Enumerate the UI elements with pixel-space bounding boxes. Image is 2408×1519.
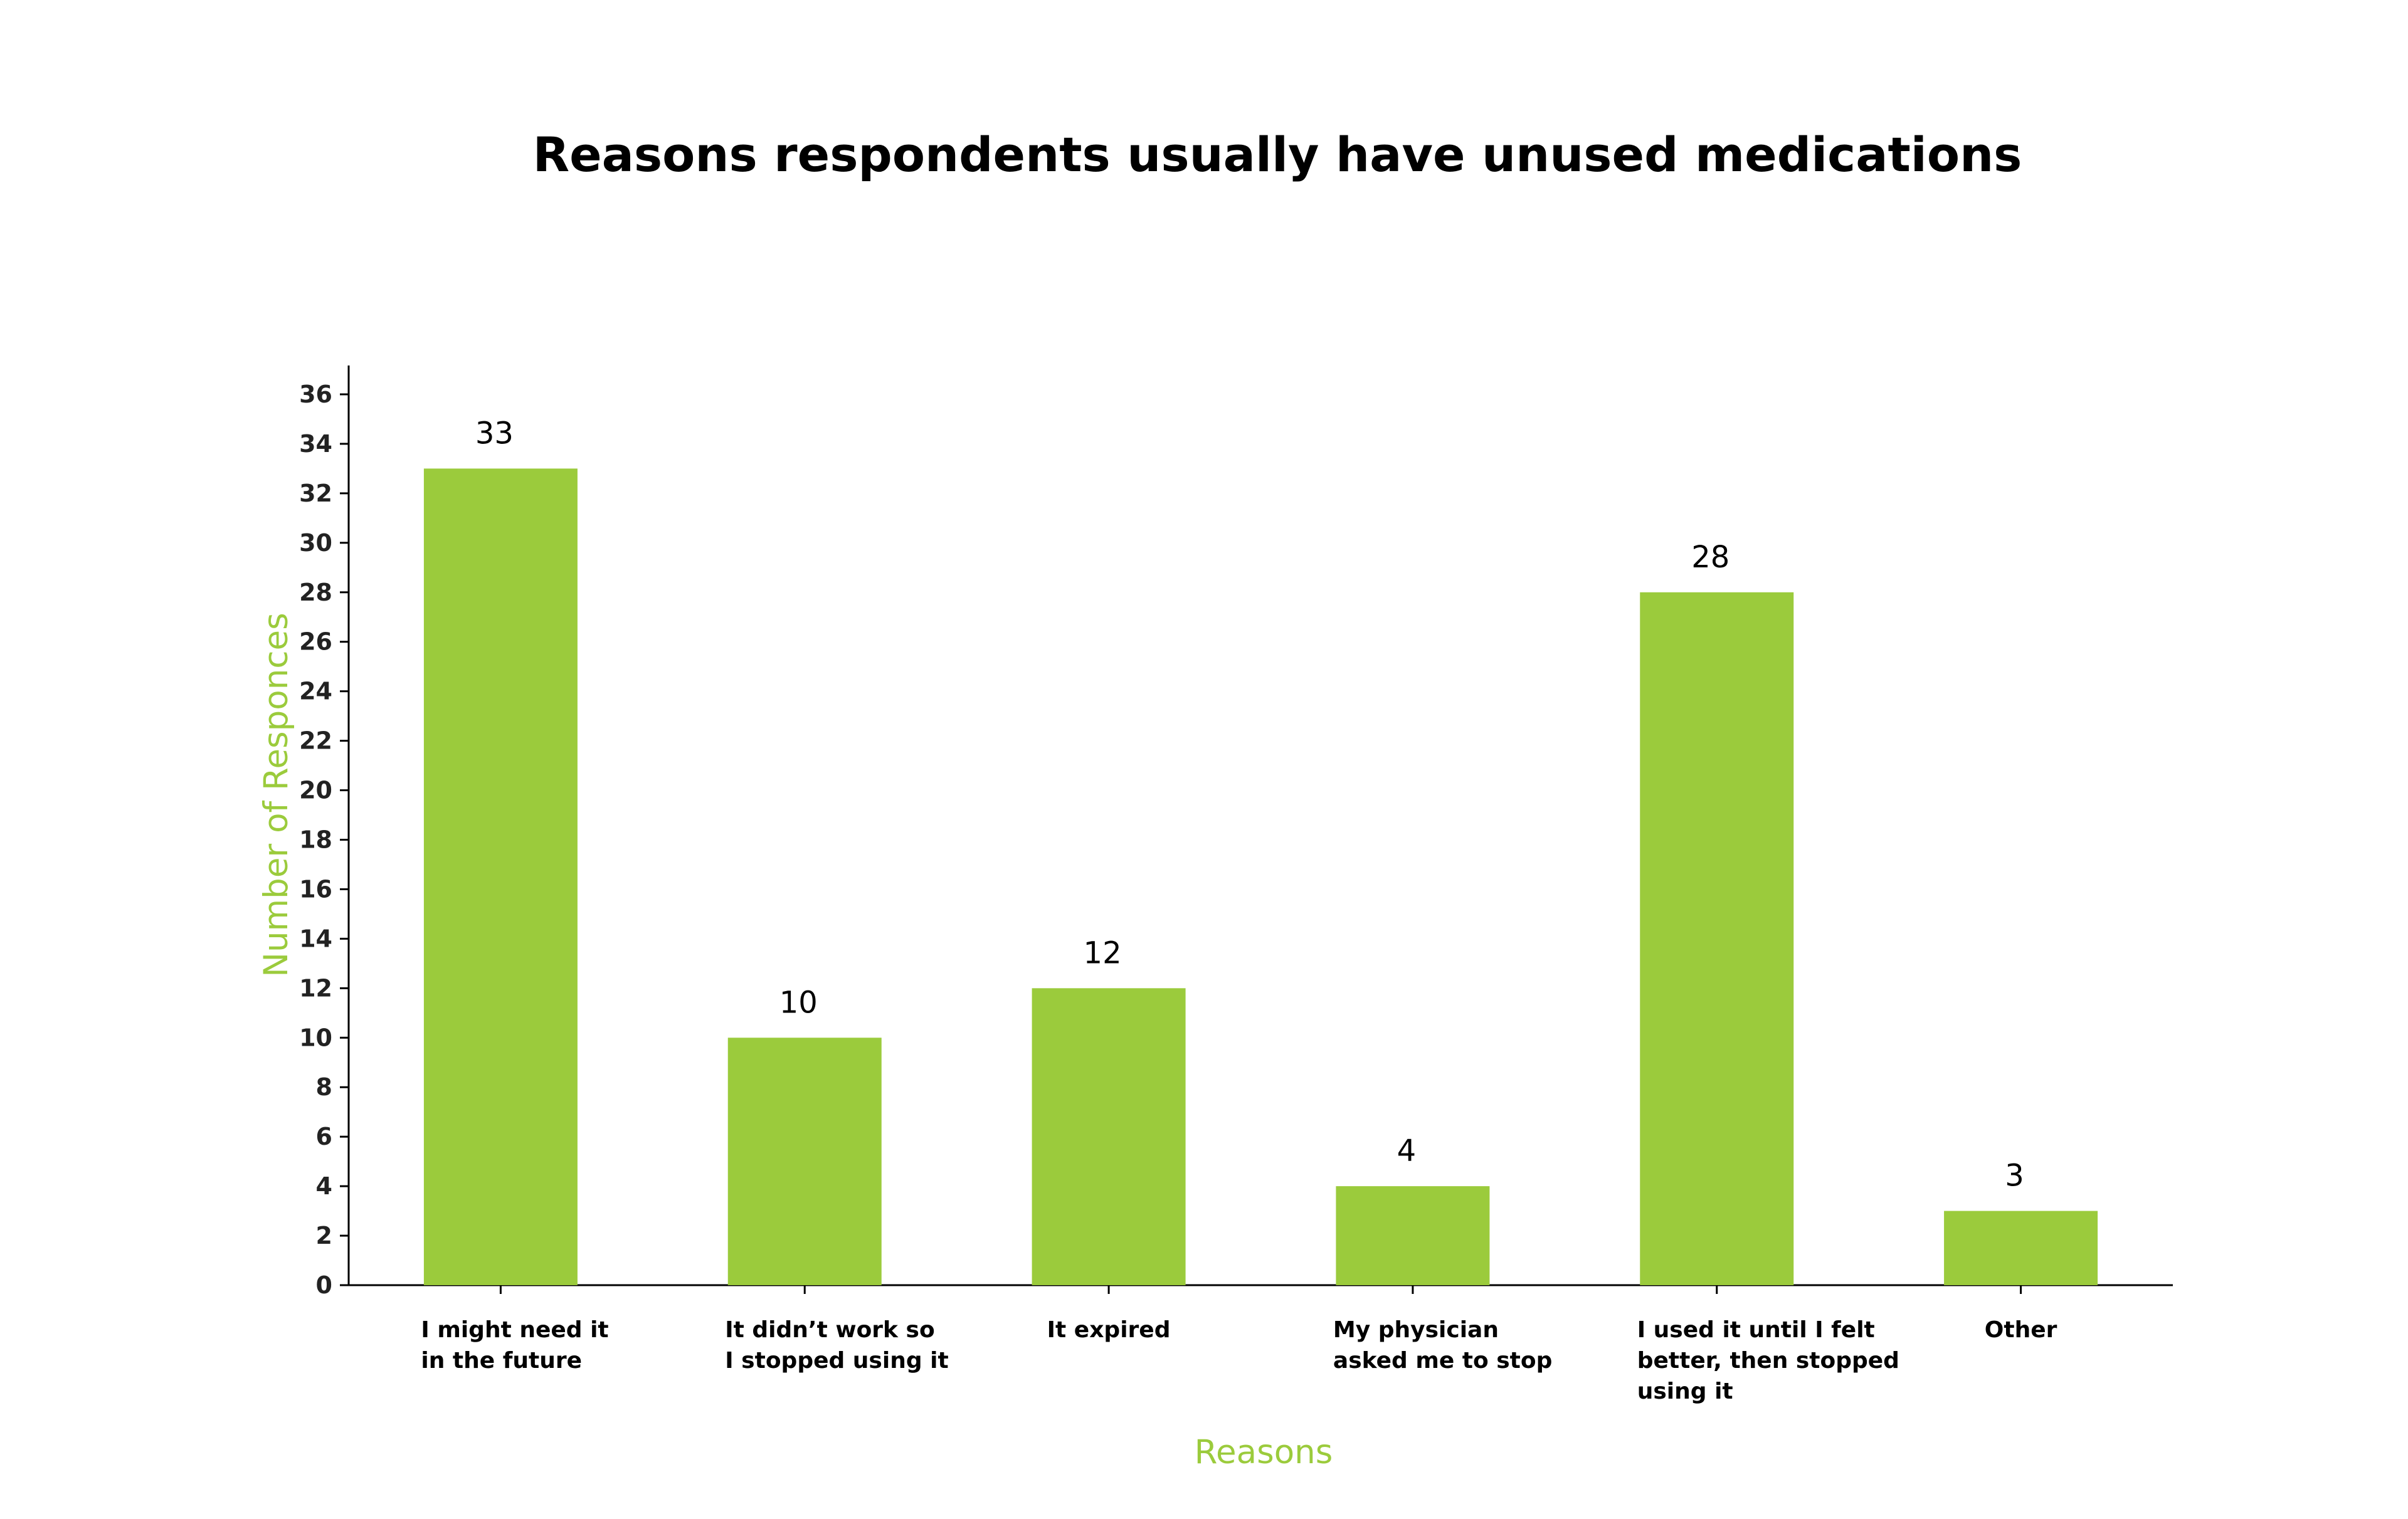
x-tick-label-line: using it	[1637, 1379, 1733, 1404]
y-axis-title: Number of Responces	[257, 612, 295, 977]
y-tick-label: 28	[299, 579, 332, 606]
bar-value-label: 28	[1691, 540, 1729, 575]
bar-series	[423, 468, 2098, 1285]
x-tick-label-line: asked me to stop	[1333, 1348, 1553, 1374]
bar	[1336, 1186, 1490, 1285]
x-axis-title: Reasons	[1195, 1433, 1333, 1471]
x-tick-label: It didn’t work so I stopped using it	[725, 1317, 948, 1374]
y-tick-label: 8	[316, 1073, 332, 1101]
chart-title: Reasons respondents usually have unused …	[533, 127, 2022, 182]
y-tick-label: 18	[299, 826, 332, 854]
y-tick-label: 10	[299, 1024, 332, 1051]
y-tick-label: 6	[316, 1123, 332, 1150]
bar	[1032, 988, 1186, 1285]
x-tick-label: I used it until I felt better, then stopp…	[1637, 1317, 1899, 1404]
y-tick-label: 24	[299, 678, 332, 705]
x-tick-label-line: I stopped using it	[725, 1348, 948, 1374]
x-tick-label-line: better, then stopped	[1637, 1348, 1899, 1374]
bar-value-label: 4	[1397, 1133, 1417, 1169]
x-tick-label-line: I might need it	[421, 1317, 608, 1343]
data-labels: 33 10 12 4 28 3	[475, 416, 2024, 1193]
bar	[1640, 592, 1794, 1285]
x-axis: I might need it in the future It didn’t wo…	[349, 1284, 2173, 1404]
y-tick-label: 26	[299, 628, 332, 656]
y-tick-label: 22	[299, 727, 332, 755]
y-tick-label: 0	[316, 1271, 332, 1299]
x-tick-label: It expired	[1047, 1317, 1171, 1343]
y-tick-label: 12	[299, 974, 332, 1002]
y-tick-label: 20	[299, 777, 332, 804]
y-tick-label: 16	[299, 875, 332, 903]
y-tick-label: 34	[299, 430, 332, 458]
y-tick-label: 2	[316, 1222, 332, 1249]
y-tick-label: 14	[299, 925, 332, 952]
x-tick-label-line: in the future	[421, 1348, 582, 1374]
y-tick-label: 4	[316, 1172, 332, 1200]
y-tick-label: 36	[299, 381, 332, 408]
x-tick-label-line: Other	[1985, 1317, 2057, 1343]
bar	[423, 468, 578, 1285]
bar-value-label: 3	[2005, 1159, 2024, 1194]
bar-value-label: 10	[779, 985, 818, 1020]
x-tick-label: Other	[1985, 1317, 2057, 1343]
bar-value-label: 12	[1084, 935, 1122, 970]
bar	[727, 1038, 882, 1285]
bar	[1944, 1211, 2098, 1285]
bar-value-label: 33	[475, 416, 514, 451]
x-tick-label-line: My physician	[1333, 1317, 1499, 1343]
x-tick-label-line: I used it until I felt	[1637, 1317, 1875, 1343]
x-tick-label: My physician asked me to stop	[1333, 1317, 1553, 1374]
x-tick-label-line: It expired	[1047, 1317, 1171, 1343]
y-tick-label: 30	[299, 529, 332, 557]
y-tick-label: 32	[299, 480, 332, 507]
x-tick-label: I might need it in the future	[421, 1317, 608, 1374]
x-tick-label-line: It didn’t work so	[725, 1317, 934, 1343]
